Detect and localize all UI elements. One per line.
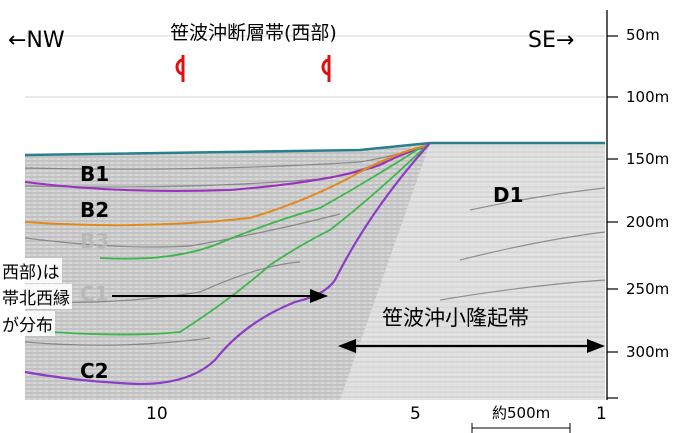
callout-line-3: が分布: [0, 311, 55, 336]
direction-left-label: ←NW: [8, 28, 65, 53]
depth-label-200: 200m: [626, 213, 670, 231]
fault-marker-east: [321, 55, 331, 82]
depth-ticks: [607, 35, 618, 399]
scale-bar-label: 約500m: [492, 404, 551, 422]
distance-label-1: 1: [596, 404, 607, 424]
unit-b2-label: B2: [80, 198, 110, 222]
unit-c2-label: C2: [80, 359, 109, 383]
uplift-zone-strata: [340, 143, 605, 400]
b3-boundary-line: [99, 147, 421, 260]
depth-label-100: 100m: [626, 88, 670, 106]
callout-arrow: [112, 289, 328, 303]
fault-marker-west: [175, 55, 185, 82]
c1-boundary-line: [24, 146, 426, 336]
depth-label-300: 300m: [626, 343, 670, 361]
scale-bar: [471, 423, 571, 433]
unit-b3-label: B3: [80, 229, 110, 253]
direction-right-label: SE→: [528, 28, 575, 53]
uplift-zone-label: 笹波沖小隆起帯: [382, 306, 529, 330]
depth-label-150: 150m: [626, 150, 670, 168]
profile-title: 笹波沖断層帯(西部): [170, 22, 337, 44]
distance-label-5: 5: [410, 404, 421, 424]
unit-d1-label: D1: [493, 183, 524, 207]
b1-boundary-line: [24, 145, 429, 192]
c2-boundary-line: [24, 142, 431, 386]
uplift-zone-arrow: [338, 339, 605, 353]
callout-line-1: 西部)は: [0, 258, 62, 283]
depth-label-250: 250m: [626, 280, 670, 298]
callout-line-2: 帯北西縁: [0, 284, 72, 309]
distance-label-10: 10: [146, 404, 168, 424]
unit-b1-label: B1: [80, 162, 110, 186]
b2-boundary-line: [24, 145, 426, 227]
unit-c1-label: C1: [80, 282, 109, 306]
depth-label-50: 50m: [626, 26, 660, 44]
